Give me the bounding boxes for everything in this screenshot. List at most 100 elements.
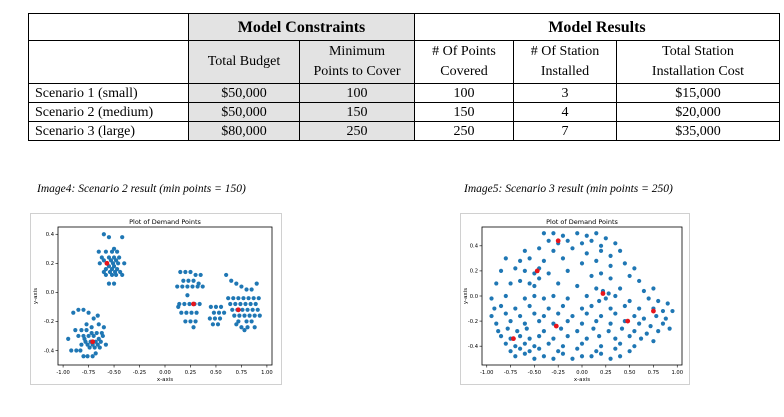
demand-point [218,304,224,309]
x-tick-label: 0.25 [185,370,197,376]
demand-point [492,306,497,311]
demand-point [622,261,627,266]
demand-point [237,313,242,318]
demand-point [193,319,198,324]
x-tick-label: 0.50 [624,370,636,376]
demand-point [187,301,192,307]
demand-point [579,321,585,326]
demand-point [589,238,594,243]
y-axis-label: y-axis [463,288,469,304]
demand-point [608,321,613,326]
demand-point [541,313,547,319]
demand-point [589,273,594,279]
demand-point [96,336,101,341]
demand-point [622,303,627,309]
demand-point [106,281,112,286]
station-point [235,307,241,313]
row-label: Scenario 2 (medium) [28,102,189,122]
demand-point [613,336,618,341]
x-tick-label: -0.50 [107,370,120,376]
demand-point [215,322,221,327]
demand-point [207,316,212,321]
demand-point [637,278,642,284]
table-cell: $35,000 [616,121,780,141]
demand-point [565,334,570,339]
demand-point [89,325,94,330]
column-header-row: Total Budget Minimum Points to Cover # O… [28,40,780,84]
demand-point [76,307,81,312]
demand-point [233,301,238,307]
demand-point [524,326,529,331]
demand-point [594,349,599,354]
demand-point [489,296,494,301]
demand-point [584,311,589,316]
x-tick-label: -0.75 [504,370,517,376]
demand-point [570,313,575,319]
demand-point [98,339,103,344]
chart-title: Plot of Demand Points [129,218,201,226]
demand-point [656,329,661,334]
demand-point [81,307,86,312]
caption-scenario-2: Image4: Scenario 2 result (min points = … [37,183,246,195]
station-point [511,336,516,342]
demand-point [247,313,252,318]
chart-title: Plot of Demand Points [546,218,618,226]
demand-point [515,329,520,334]
table-cell: 100 [414,83,514,103]
demand-point [194,310,199,315]
x-tick-label: -1.00 [56,370,69,376]
demand-point [92,345,97,350]
demand-point [632,329,637,334]
demand-point [598,248,604,253]
demand-point [579,261,585,266]
demand-point [107,269,113,275]
demand-point [91,316,96,321]
demand-point [663,316,668,321]
demand-point [606,329,611,334]
demand-point [513,354,518,359]
demand-point [508,281,513,286]
demand-point [489,313,494,319]
station-point [600,291,606,296]
demand-point [503,256,508,261]
demand-point [175,284,180,289]
demand-point [103,249,108,254]
demand-point [498,334,504,339]
demand-point [108,258,114,263]
demand-point [527,336,532,341]
demand-point [594,231,599,236]
y-tick-label: 0.2 [470,269,478,275]
demand-point [186,278,191,283]
demand-point [255,307,260,312]
row-label: Scenario 3 (large) [28,121,189,141]
demand-point [245,325,250,330]
demand-point [184,310,189,315]
column-header-line: Minimum [328,44,385,59]
demand-point [195,284,200,289]
demand-point [113,258,119,263]
demand-point [76,333,81,339]
demand-point [505,326,510,331]
demand-point [81,354,86,359]
demand-point [560,344,566,349]
demand-point [250,307,255,312]
corner-cell [28,13,189,41]
demand-point [208,304,213,309]
demand-point [654,313,659,319]
demand-point [589,354,594,359]
demand-point [570,356,575,361]
demand-point [211,310,217,315]
demand-point [200,284,205,289]
demand-point [106,235,112,240]
demand-point [532,311,537,316]
y-tick-label: 0.0 [46,290,54,296]
demand-point [251,296,256,301]
demand-point [527,281,532,286]
demand-point [246,296,251,301]
demand-point [560,256,566,261]
column-header-line: Installation Cost [651,64,745,79]
y-tick-label: 0.2 [46,261,54,267]
demand-point [551,356,556,361]
x-tick-label: 0.75 [648,370,660,376]
demand-point [558,326,564,331]
